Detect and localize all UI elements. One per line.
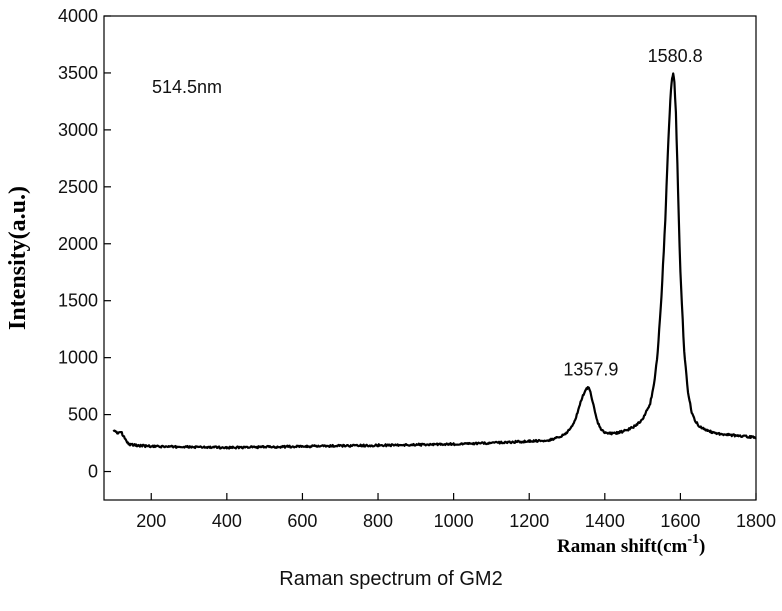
plot-area: [103, 15, 757, 501]
y-tick-label: 3500: [58, 63, 98, 83]
peak-label: 1580.8: [648, 46, 703, 66]
ticks-layer: 200 400 600 800 1000 1200 1400 1600 1800 0 500 1000…: [58, 6, 776, 531]
spectrum-line: [112, 72, 757, 450]
y-tick-label: 0: [88, 462, 98, 482]
y-tick-label: 1500: [58, 291, 98, 311]
x-tick-label: 1600: [660, 511, 700, 531]
raman-chart: 200 400 600 800 1000 1200 1400 1600 1800 0 500 1000…: [5, 6, 776, 557]
y-tick-label: 4000: [58, 6, 98, 26]
labels-layer: 1357.9 1580.8 514.5nm Intensity(a.u.) Raman …: [5, 46, 705, 557]
x-tick-label: 1800: [736, 511, 776, 531]
peak-label: 1357.9: [563, 359, 618, 379]
y-axis-title: Intensity(a.u.): [5, 186, 31, 330]
x-tick-label: 800: [363, 511, 393, 531]
series-layer: [112, 72, 757, 450]
x-tick-label: 1200: [509, 511, 549, 531]
y-tick-label: 500: [68, 405, 98, 425]
x-tick-label: 1400: [585, 511, 625, 531]
y-tick-label: 3000: [58, 120, 98, 140]
x-axis-title: Raman shift(cm-1): [557, 532, 705, 557]
x-tick-label: 1000: [434, 511, 474, 531]
figure-caption: Raman spectrum of GM2: [279, 568, 503, 590]
x-tick-label: 400: [212, 511, 242, 531]
laser-wavelength-label: 514.5nm: [152, 77, 222, 97]
x-tick-label: 600: [287, 511, 317, 531]
y-tick-label: 2500: [58, 177, 98, 197]
plot-frame: [103, 15, 757, 501]
x-tick-label: 200: [136, 511, 166, 531]
y-tick-label: 1000: [58, 348, 98, 368]
y-tick-label: 2000: [58, 234, 98, 254]
